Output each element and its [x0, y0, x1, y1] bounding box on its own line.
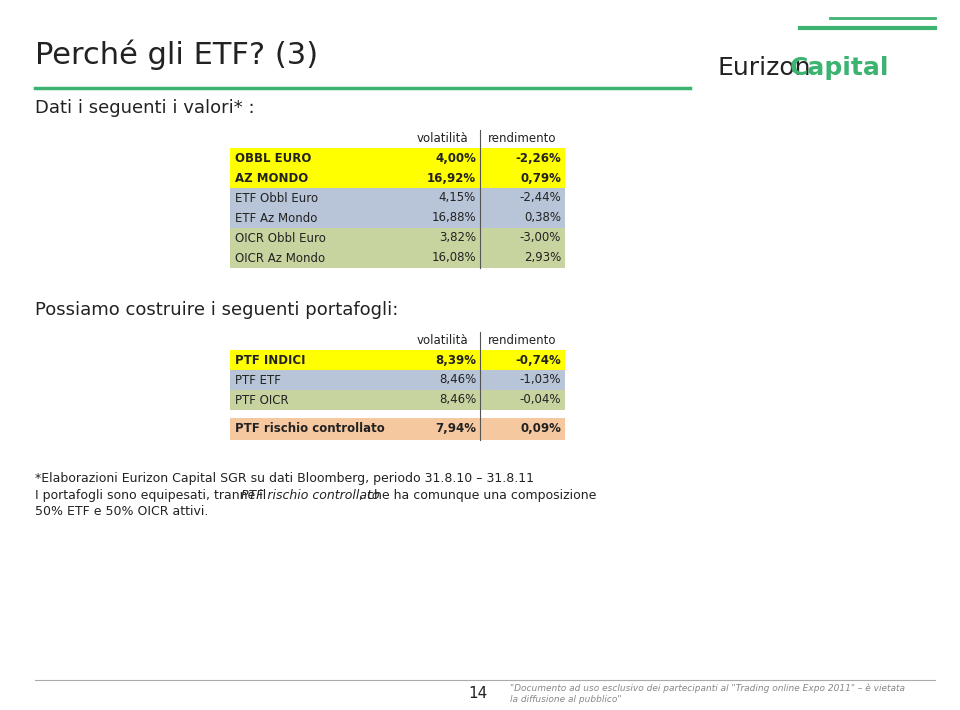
Text: 3,82%: 3,82%: [439, 231, 476, 244]
Text: OICR Az Mondo: OICR Az Mondo: [235, 251, 325, 265]
Text: -2,26%: -2,26%: [516, 151, 561, 165]
Bar: [230, 188, 565, 208]
Bar: [230, 228, 565, 248]
Text: 7,94%: 7,94%: [435, 422, 476, 435]
Bar: [230, 350, 565, 370]
Text: -2,44%: -2,44%: [519, 192, 561, 204]
Text: 0,38%: 0,38%: [524, 212, 561, 224]
Text: PTF rischio controllato: PTF rischio controllato: [235, 422, 385, 435]
Text: 8,46%: 8,46%: [439, 373, 476, 386]
Text: PTF rischio controllato: PTF rischio controllato: [241, 489, 379, 502]
Text: rendimento: rendimento: [489, 334, 557, 347]
Bar: [230, 370, 565, 390]
Text: -1,03%: -1,03%: [519, 373, 561, 386]
Text: AZ MONDO: AZ MONDO: [235, 172, 308, 185]
Text: 50% ETF e 50% OICR attivi.: 50% ETF e 50% OICR attivi.: [35, 505, 208, 518]
Text: OICR Obbl Euro: OICR Obbl Euro: [235, 231, 325, 244]
Text: PTF OICR: PTF OICR: [235, 393, 289, 407]
Text: 8,39%: 8,39%: [435, 354, 476, 366]
Text: 16,08%: 16,08%: [431, 251, 476, 265]
Text: Eurizon: Eurizon: [718, 56, 811, 80]
Text: , che ha comunque una composizione: , che ha comunque una composizione: [359, 489, 597, 502]
Text: ETF Az Mondo: ETF Az Mondo: [235, 212, 318, 224]
Text: 16,92%: 16,92%: [427, 172, 476, 185]
Text: 0,79%: 0,79%: [520, 172, 561, 185]
Bar: [230, 148, 565, 168]
Bar: [230, 418, 565, 440]
Text: OBBL EURO: OBBL EURO: [235, 151, 311, 165]
Text: rendimento: rendimento: [489, 133, 557, 146]
Text: 8,46%: 8,46%: [439, 393, 476, 407]
Text: volatilità: volatilità: [417, 334, 468, 347]
Text: 16,88%: 16,88%: [431, 212, 476, 224]
Text: Capital: Capital: [790, 56, 890, 80]
Bar: [230, 168, 565, 188]
Text: PTF ETF: PTF ETF: [235, 373, 281, 386]
Text: I portafogli sono equipesati, tranne il: I portafogli sono equipesati, tranne il: [35, 489, 271, 502]
Text: -3,00%: -3,00%: [519, 231, 561, 244]
Text: "Documento ad uso esclusivo dei partecipanti al "Trading online Expo 2011" – è v: "Documento ad uso esclusivo dei partecip…: [510, 683, 905, 693]
Text: *Elaborazioni Eurizon Capital SGR su dati Bloomberg, periodo 31.8.10 – 31.8.11: *Elaborazioni Eurizon Capital SGR su dat…: [35, 472, 534, 485]
Text: 4,15%: 4,15%: [439, 192, 476, 204]
Text: volatilità: volatilità: [417, 133, 468, 146]
Text: 4,00%: 4,00%: [435, 151, 476, 165]
Text: 14: 14: [468, 685, 488, 701]
Bar: [230, 390, 565, 410]
Bar: [230, 208, 565, 228]
Text: Perché gli ETF? (3): Perché gli ETF? (3): [35, 40, 318, 70]
Bar: [230, 248, 565, 268]
Text: 0,09%: 0,09%: [520, 422, 561, 435]
Text: ETF Obbl Euro: ETF Obbl Euro: [235, 192, 318, 204]
Text: Possiamo costruire i seguenti portafogli:: Possiamo costruire i seguenti portafogli…: [35, 301, 398, 319]
Text: -0,04%: -0,04%: [519, 393, 561, 407]
Text: PTF INDICI: PTF INDICI: [235, 354, 305, 366]
Text: 2,93%: 2,93%: [524, 251, 561, 265]
Text: la diffusione al pubblico": la diffusione al pubblico": [510, 696, 621, 704]
Text: -0,74%: -0,74%: [516, 354, 561, 366]
Text: Dati i seguenti i valori* :: Dati i seguenti i valori* :: [35, 99, 254, 117]
